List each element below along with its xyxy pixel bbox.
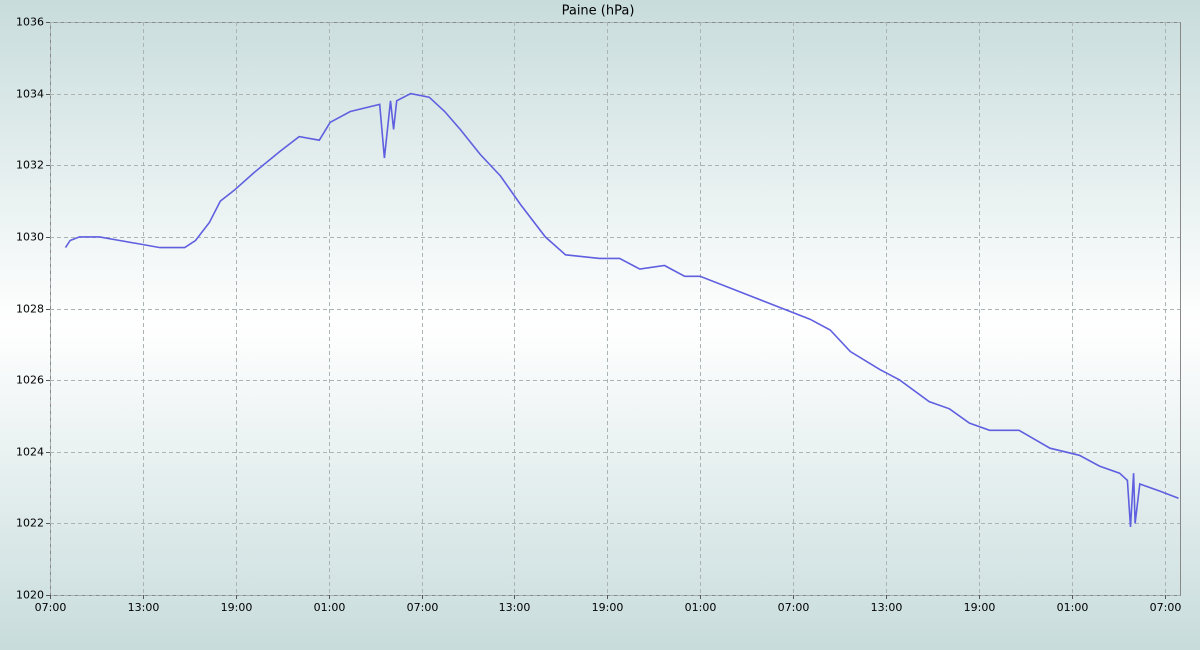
y-tick-label: 1032 — [16, 159, 44, 172]
x-tick-label: 13:00 — [871, 601, 903, 614]
x-tick-label: 19:00 — [221, 601, 253, 614]
x-tick-label: 01:00 — [1057, 601, 1089, 614]
data-line — [64, 92, 1179, 528]
x-tick-label: 19:00 — [592, 601, 624, 614]
x-tick-label: 01:00 — [685, 601, 717, 614]
y-tick-label: 1024 — [16, 446, 44, 459]
y-tick-label: 1036 — [16, 16, 44, 29]
x-tick-label: 13:00 — [499, 601, 531, 614]
x-tick-label: 01:00 — [314, 601, 346, 614]
y-tick-label: 1034 — [16, 88, 44, 101]
x-tick-label: 07:00 — [1150, 601, 1182, 614]
x-tick-label: 07:00 — [35, 601, 67, 614]
y-tick-label: 1026 — [16, 374, 44, 387]
x-tick-label: 13:00 — [128, 601, 160, 614]
x-tick-label: 19:00 — [964, 601, 996, 614]
y-tick-label: 1028 — [16, 303, 44, 316]
y-tick-label: 1020 — [16, 589, 44, 602]
y-tick-label: 1030 — [16, 231, 44, 244]
x-tick-label: 07:00 — [407, 601, 439, 614]
x-tick-label: 07:00 — [778, 601, 810, 614]
y-tick-label: 1022 — [16, 517, 44, 530]
chart-title: Paine (hPa) — [562, 4, 635, 19]
